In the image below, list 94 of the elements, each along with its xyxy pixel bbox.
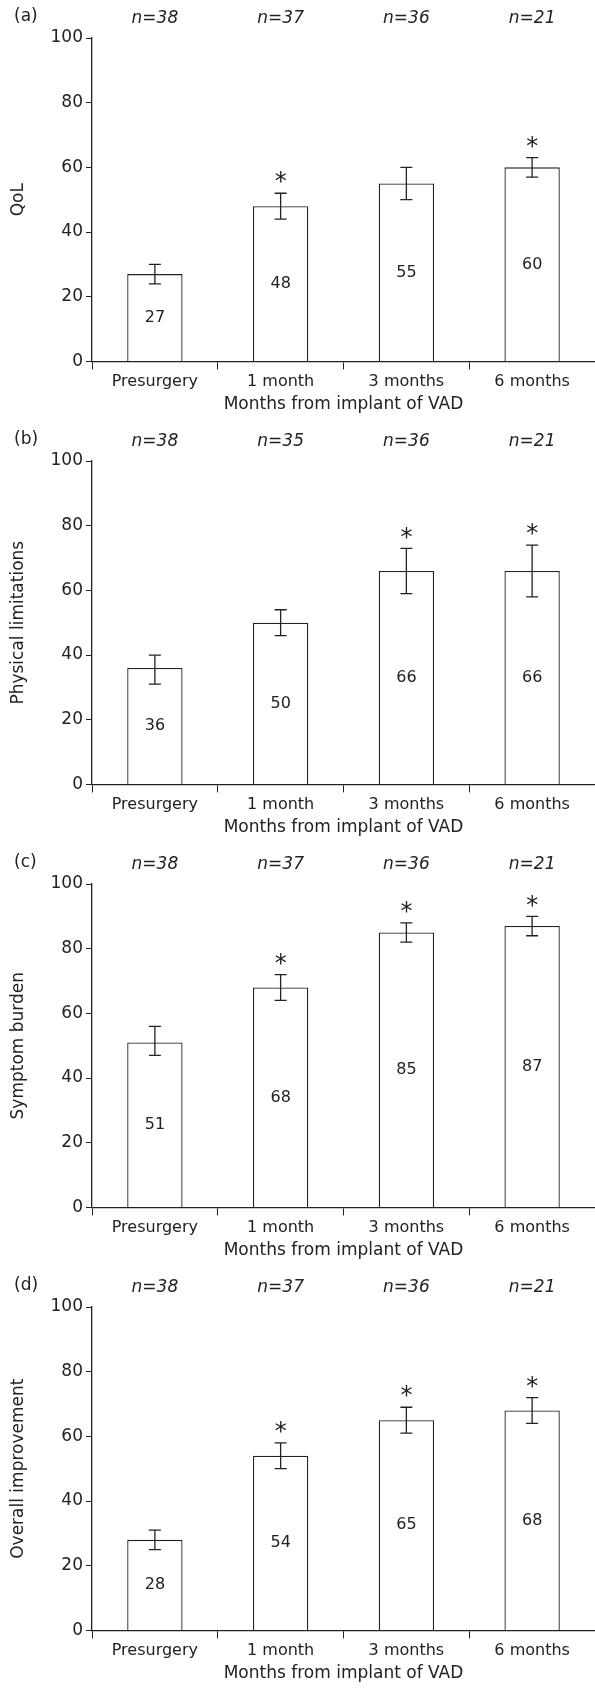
- y-tick-label: 40: [61, 1489, 83, 1510]
- y-tick-label: 0: [72, 1195, 83, 1216]
- y-tick-label: 60: [61, 155, 83, 176]
- x-axis-title: Months from implant of VAD: [223, 816, 464, 837]
- y-axis-title: QoL: [6, 182, 27, 217]
- x-tick-label: 6 months: [494, 371, 570, 391]
- x-tick-label: Presurgery: [111, 1217, 199, 1237]
- y-tick-label: 80: [61, 1360, 83, 1381]
- annotation: *: [274, 1417, 287, 1446]
- text: n=38: [131, 853, 179, 874]
- x-tick-label: 6 months: [494, 794, 570, 814]
- y-tick-label: 20: [61, 708, 83, 729]
- x-tick-label: Presurgery: [111, 371, 199, 391]
- x-tick-label: 6 months: [494, 1217, 570, 1237]
- annotation: *: [526, 131, 539, 160]
- data-label: 48: [270, 272, 291, 292]
- data-label: 65: [396, 1514, 417, 1534]
- data-label: 51: [144, 1114, 166, 1134]
- text: n=36: [383, 430, 430, 451]
- data-label: 68: [270, 1086, 291, 1106]
- x-tick-label: 1 month: [247, 1217, 315, 1237]
- text: n=21: [508, 7, 556, 28]
- y-tick-label: 20: [61, 1554, 83, 1575]
- data-label: 66: [521, 666, 543, 686]
- y-tick-label: 20: [61, 285, 83, 306]
- y-tick-label: 100: [50, 26, 83, 47]
- x-axis-title: Months from implant of VAD: [223, 1662, 464, 1683]
- annotation: *: [274, 167, 287, 196]
- annotation: *: [526, 1371, 539, 1400]
- y-axis-title: Overall improvement: [6, 1378, 27, 1559]
- data-label: 66: [396, 666, 417, 686]
- text: n=38: [131, 7, 179, 28]
- x-tick-label: 1 month: [247, 794, 315, 814]
- text: n=37: [257, 1276, 305, 1297]
- data-label: 50: [270, 692, 291, 712]
- data-label: 28: [144, 1574, 166, 1594]
- y-tick-label: 40: [61, 643, 83, 664]
- text: n=38: [131, 1276, 179, 1297]
- y-tick-label: 0: [72, 1618, 83, 1639]
- data-label: 36: [144, 715, 166, 735]
- text: n=37: [257, 7, 305, 28]
- text: (c): [14, 851, 37, 872]
- text: n=36: [383, 7, 430, 28]
- text: n=21: [508, 430, 556, 451]
- y-tick-label: 0: [72, 772, 83, 793]
- text: n=38: [131, 430, 179, 451]
- y-axis-title: Symptom burden: [6, 971, 27, 1120]
- annotation: *: [400, 522, 413, 551]
- x-tick-label: Presurgery: [111, 794, 199, 814]
- data-label: 55: [396, 261, 417, 281]
- text: n=35: [257, 430, 304, 451]
- y-tick-label: 60: [61, 1424, 83, 1445]
- x-tick-label: 1 month: [247, 1640, 315, 1660]
- x-axis-title: Months from implant of VAD: [223, 393, 464, 414]
- y-tick-label: 40: [61, 1066, 83, 1087]
- x-tick-label: 3 months: [368, 371, 445, 391]
- text: (b): [14, 428, 39, 449]
- annotation: *: [400, 1381, 413, 1410]
- annotation: *: [274, 948, 287, 977]
- data-label: 68: [521, 1509, 543, 1529]
- x-tick-label: Presurgery: [111, 1640, 199, 1660]
- y-tick-label: 40: [61, 220, 83, 241]
- x-tick-label: 3 months: [368, 794, 445, 814]
- y-tick-label: 80: [61, 514, 83, 535]
- x-tick-label: 3 months: [368, 1640, 445, 1660]
- y-tick-label: 100: [50, 872, 83, 893]
- data-label: 85: [396, 1059, 417, 1079]
- text: n=36: [383, 1276, 430, 1297]
- y-tick-label: 60: [61, 578, 83, 599]
- annotation: *: [526, 890, 539, 919]
- data-label: 60: [521, 253, 543, 273]
- y-tick-label: 80: [61, 937, 83, 958]
- y-tick-label: 80: [61, 91, 83, 112]
- data-label: 27: [144, 306, 166, 326]
- x-axis-title: Months from implant of VAD: [223, 1239, 464, 1260]
- text: (d): [14, 1274, 39, 1295]
- y-tick-label: 20: [61, 1131, 83, 1152]
- y-tick-label: 100: [50, 449, 83, 470]
- x-tick-label: 3 months: [368, 1217, 445, 1237]
- text: (a): [14, 5, 38, 26]
- data-label: 87: [521, 1055, 543, 1075]
- annotation: *: [526, 519, 539, 548]
- y-axis-title: Physical limitations: [6, 540, 27, 705]
- y-tick-label: 0: [72, 349, 83, 370]
- y-tick-label: 60: [61, 1001, 83, 1022]
- x-tick-label: 1 month: [247, 371, 315, 391]
- text: n=21: [508, 1276, 556, 1297]
- text: n=21: [508, 853, 556, 874]
- y-tick-label: 100: [50, 1295, 83, 1316]
- text: n=36: [383, 853, 430, 874]
- data-label: 54: [270, 1532, 291, 1552]
- x-tick-label: 6 months: [494, 1640, 570, 1660]
- text: n=37: [257, 853, 305, 874]
- annotation: *: [400, 897, 413, 926]
